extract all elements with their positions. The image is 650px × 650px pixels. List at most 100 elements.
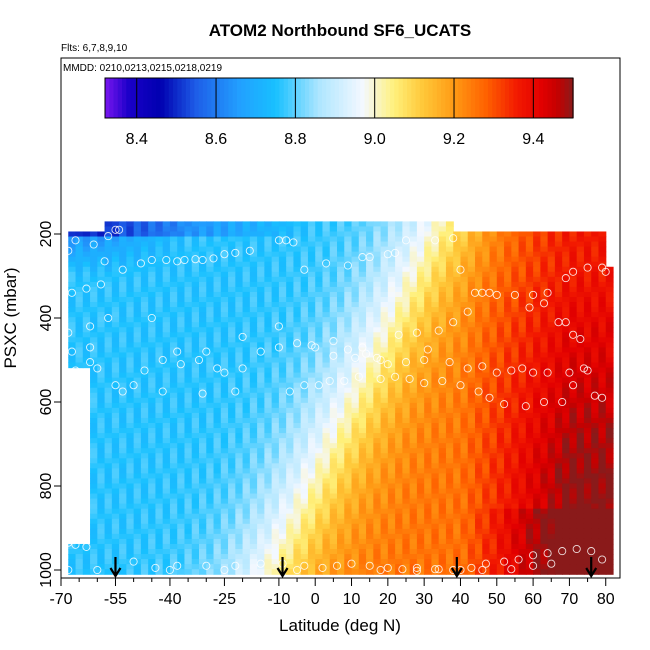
heatmap-cell bbox=[235, 317, 244, 323]
heatmap-cell bbox=[547, 428, 556, 434]
heatmap-cell bbox=[467, 337, 476, 343]
heatmap-cell bbox=[358, 538, 367, 545]
heatmap-cell bbox=[591, 312, 600, 318]
heatmap-cell bbox=[395, 518, 403, 525]
heatmap-cell bbox=[271, 473, 280, 480]
heatmap-cell bbox=[424, 256, 433, 263]
heatmap-cell bbox=[547, 286, 556, 293]
heatmap-cell bbox=[496, 488, 505, 495]
heatmap-cell bbox=[293, 286, 302, 293]
heatmap-cell bbox=[315, 317, 324, 323]
heatmap-cell bbox=[257, 266, 265, 273]
heatmap-cell bbox=[351, 493, 360, 500]
heatmap-cell bbox=[75, 362, 84, 369]
heatmap-cell bbox=[467, 322, 476, 328]
heatmap-cell bbox=[547, 554, 556, 560]
heatmap-cell bbox=[591, 478, 600, 485]
heatmap-cell bbox=[511, 347, 520, 354]
heatmap-cell bbox=[191, 397, 200, 404]
heatmap-cell bbox=[90, 392, 98, 399]
heatmap-cell bbox=[126, 286, 135, 293]
heatmap-cell bbox=[598, 302, 607, 308]
heatmap-cell bbox=[605, 291, 614, 298]
heatmap-cell bbox=[533, 533, 541, 540]
heatmap-cell bbox=[467, 473, 476, 480]
heatmap-cell bbox=[511, 528, 520, 535]
heatmap-cell bbox=[68, 251, 77, 258]
heatmap-cell bbox=[97, 549, 106, 555]
heatmap-cell bbox=[184, 483, 193, 490]
heatmap-cell bbox=[249, 312, 258, 318]
heatmap-cell bbox=[322, 327, 331, 333]
heatmap-cell bbox=[329, 342, 338, 348]
heatmap-cell bbox=[445, 523, 454, 530]
heatmap-cell bbox=[162, 271, 171, 278]
heatmap-cell bbox=[540, 407, 549, 414]
heatmap-cell bbox=[591, 498, 600, 505]
heatmap-cell bbox=[162, 312, 171, 318]
heatmap-cell bbox=[329, 397, 338, 404]
heatmap-cell bbox=[344, 493, 353, 500]
heatmap-cell bbox=[482, 357, 491, 364]
heatmap-cell bbox=[315, 417, 324, 424]
heatmap-cell bbox=[344, 266, 353, 273]
heatmap-cell bbox=[358, 266, 367, 273]
heatmap-cell bbox=[554, 488, 563, 495]
heatmap-cell bbox=[97, 312, 106, 318]
heatmap-cell bbox=[329, 261, 338, 268]
heatmap-cell bbox=[438, 291, 447, 298]
heatmap-cell bbox=[329, 281, 338, 288]
heatmap-cell bbox=[402, 327, 411, 333]
heatmap-cell bbox=[344, 281, 353, 288]
heatmap-cell bbox=[409, 498, 418, 505]
heatmap-cell bbox=[242, 443, 251, 449]
heatmap-cell bbox=[373, 468, 382, 474]
heatmap-cell bbox=[605, 402, 614, 409]
heatmap-cell bbox=[409, 392, 418, 399]
heatmap-cell bbox=[540, 327, 549, 333]
heatmap-cell bbox=[445, 483, 454, 490]
heatmap-cell bbox=[424, 337, 433, 343]
heatmap-cell bbox=[475, 453, 483, 459]
heatmap-cell bbox=[351, 231, 360, 238]
heatmap-cell bbox=[264, 559, 273, 565]
heatmap-cell bbox=[199, 231, 207, 238]
heatmap-cell bbox=[206, 428, 215, 434]
heatmap-cell bbox=[438, 417, 447, 424]
heatmap-cell bbox=[525, 342, 534, 348]
heatmap-cell bbox=[605, 498, 614, 505]
heatmap-cell bbox=[366, 271, 374, 278]
heatmap-cell bbox=[387, 513, 396, 520]
heatmap-cell bbox=[467, 453, 476, 459]
heatmap-cell bbox=[199, 559, 207, 565]
heatmap-cell bbox=[206, 297, 215, 303]
heatmap-cell bbox=[162, 412, 171, 419]
heatmap-cell bbox=[475, 458, 483, 464]
heatmap-cell bbox=[424, 468, 433, 474]
heatmap-cell bbox=[475, 332, 483, 338]
heatmap-cell bbox=[271, 281, 280, 288]
heatmap-cell bbox=[554, 503, 563, 510]
heatmap-cell bbox=[445, 443, 454, 449]
heatmap-cell bbox=[315, 322, 324, 328]
heatmap-cell bbox=[206, 337, 215, 343]
heatmap-cell bbox=[322, 332, 331, 338]
heatmap-cell bbox=[249, 412, 258, 419]
heatmap-cell bbox=[366, 291, 374, 298]
heatmap-cell bbox=[75, 286, 84, 293]
heatmap-cell bbox=[373, 307, 382, 313]
heatmap-cell bbox=[264, 453, 273, 459]
heatmap-cell bbox=[583, 407, 592, 414]
heatmap-cell bbox=[431, 362, 440, 369]
heatmap-cell bbox=[416, 538, 425, 545]
heatmap-cell bbox=[373, 493, 382, 500]
heatmap-cell bbox=[358, 327, 367, 333]
heatmap-cell bbox=[315, 423, 324, 429]
heatmap-cell bbox=[257, 543, 265, 550]
heatmap-cell bbox=[97, 508, 106, 515]
heatmap-cell bbox=[286, 488, 295, 495]
heatmap-cell bbox=[511, 443, 520, 449]
heatmap-cell bbox=[402, 241, 411, 248]
heatmap-cell bbox=[518, 554, 527, 560]
heatmap-cell bbox=[235, 231, 244, 238]
